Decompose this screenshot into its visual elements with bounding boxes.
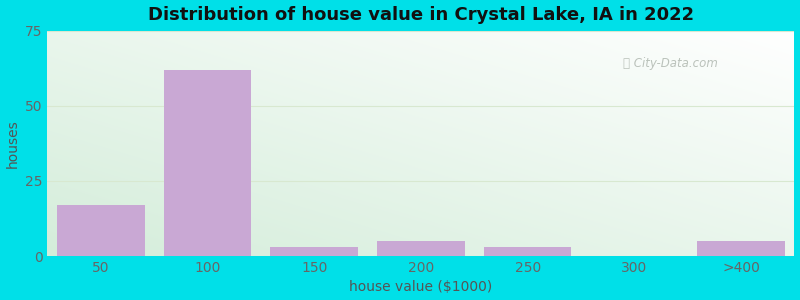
Bar xyxy=(57,205,145,256)
Bar xyxy=(378,241,465,256)
Text: Ⓢ City-Data.com: Ⓢ City-Data.com xyxy=(622,57,718,70)
Bar xyxy=(698,241,785,256)
Bar xyxy=(484,247,571,256)
Title: Distribution of house value in Crystal Lake, IA in 2022: Distribution of house value in Crystal L… xyxy=(148,6,694,24)
Y-axis label: houses: houses xyxy=(6,119,19,168)
X-axis label: house value ($1000): house value ($1000) xyxy=(350,280,493,294)
Bar xyxy=(164,70,251,256)
Bar xyxy=(270,247,358,256)
